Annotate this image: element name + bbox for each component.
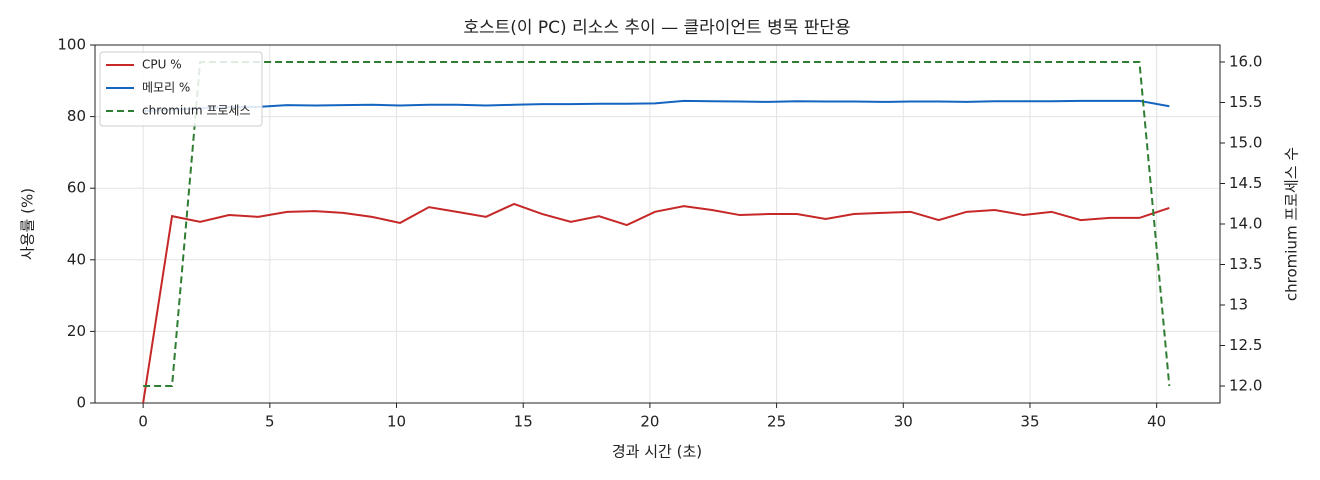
y-tick-label: 0 xyxy=(76,394,86,412)
series-line xyxy=(143,61,1171,387)
y2-tick-label: 16.0 xyxy=(1229,53,1262,71)
y2-tick-label: 14.5 xyxy=(1229,174,1262,192)
x-tick-label: 10 xyxy=(387,413,406,431)
y-tick-label: 20 xyxy=(67,322,86,340)
legend-label: chromium 프로세스 xyxy=(142,104,251,118)
y-tick-label: 100 xyxy=(57,36,86,54)
legend-box xyxy=(99,51,263,127)
x-tick-label: 15 xyxy=(514,413,533,431)
x-tick-label: 20 xyxy=(640,413,659,431)
y-axis-label: 사용률 (%) xyxy=(19,188,37,260)
series-line xyxy=(143,99,1170,113)
x-tick-label: 30 xyxy=(894,413,913,431)
y2-tick-label: 13.5 xyxy=(1229,255,1262,273)
y-tick-label: 80 xyxy=(67,107,86,125)
series-line xyxy=(142,202,1170,404)
legend-label: 메모리 % xyxy=(142,81,190,95)
x-tick-label: 25 xyxy=(767,413,786,431)
x-tick-label: 35 xyxy=(1020,413,1039,431)
x-tick-label: 5 xyxy=(265,413,275,431)
x-tick-label: 0 xyxy=(138,413,148,431)
y2-tick-label: 12.0 xyxy=(1229,376,1262,394)
legend: CPU % 메모리 % chromium 프로세스 xyxy=(99,51,263,127)
y2-tick-label: 12.5 xyxy=(1229,336,1262,354)
y-tick-label: 60 xyxy=(67,179,86,197)
legend-label: CPU % xyxy=(142,58,182,72)
y2-tick-label: 13 xyxy=(1229,295,1248,313)
y2-tick-label: 14.0 xyxy=(1229,215,1262,233)
y-tick-label: 40 xyxy=(67,250,86,268)
x-axis-label: 경과 시간 (초) xyxy=(612,443,702,461)
y2-axis-label: chromium 프로세스 수 xyxy=(1283,147,1301,301)
y2-tick-label: 15.5 xyxy=(1229,93,1262,111)
chart-title: 호스트(이 PC) 리소스 추이 — 클라이언트 병목 판단용 xyxy=(463,18,850,38)
x-tick-label: 40 xyxy=(1147,413,1166,431)
plot-frame xyxy=(94,44,1221,404)
y2-tick-label: 15.0 xyxy=(1229,134,1262,152)
